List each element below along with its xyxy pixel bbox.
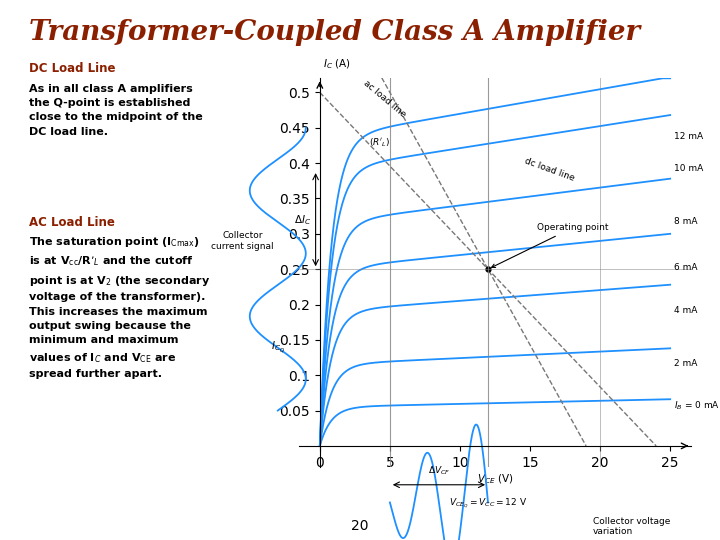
Text: 6 mA: 6 mA bbox=[675, 264, 698, 272]
Text: $I_B$ = 0 mA: $I_B$ = 0 mA bbox=[675, 400, 720, 412]
Text: AC Load Line: AC Load Line bbox=[29, 216, 114, 229]
X-axis label: $V_{CE}$ (V): $V_{CE}$ (V) bbox=[477, 472, 513, 486]
Text: 10 mA: 10 mA bbox=[675, 164, 703, 173]
Text: 12 mA: 12 mA bbox=[675, 132, 703, 141]
Text: $\Delta V_{CF}$: $\Delta V_{CF}$ bbox=[428, 464, 450, 477]
Text: Operating point: Operating point bbox=[492, 223, 608, 267]
Text: $\Delta I_C$: $\Delta I_C$ bbox=[294, 213, 312, 227]
Text: 8 mA: 8 mA bbox=[675, 217, 698, 226]
Text: $V_{CE_Q}=V_{CC}=12\ \mathrm{V}$: $V_{CE_Q}=V_{CC}=12\ \mathrm{V}$ bbox=[449, 497, 527, 511]
Text: 20: 20 bbox=[351, 519, 369, 534]
Text: 4 mA: 4 mA bbox=[675, 306, 698, 315]
Text: 2 mA: 2 mA bbox=[675, 359, 698, 368]
Text: $I_C$ (A): $I_C$ (A) bbox=[323, 57, 351, 71]
Text: $(R'_L)$: $(R'_L)$ bbox=[369, 137, 390, 149]
Text: $I_{C_Q}$: $I_{C_Q}$ bbox=[271, 339, 284, 355]
Text: Collector voltage
variation: Collector voltage variation bbox=[593, 517, 670, 536]
Text: DC Load Line: DC Load Line bbox=[29, 62, 115, 75]
Text: Transformer-Coupled Class A Amplifier: Transformer-Coupled Class A Amplifier bbox=[29, 19, 640, 46]
Text: The saturation point (I$_{\mathrm{Cmax}}$)
is at V$_{\mathrm{cc}}$/R’$_L$ and th: The saturation point (I$_{\mathrm{Cmax}}… bbox=[29, 235, 210, 379]
Text: dc load line: dc load line bbox=[523, 157, 575, 183]
Text: ac load line: ac load line bbox=[362, 79, 408, 119]
Text: As in all class A amplifiers
the Q-point is established
close to the midpoint of: As in all class A amplifiers the Q-point… bbox=[29, 84, 202, 137]
Text: Collector
current signal: Collector current signal bbox=[212, 231, 274, 251]
